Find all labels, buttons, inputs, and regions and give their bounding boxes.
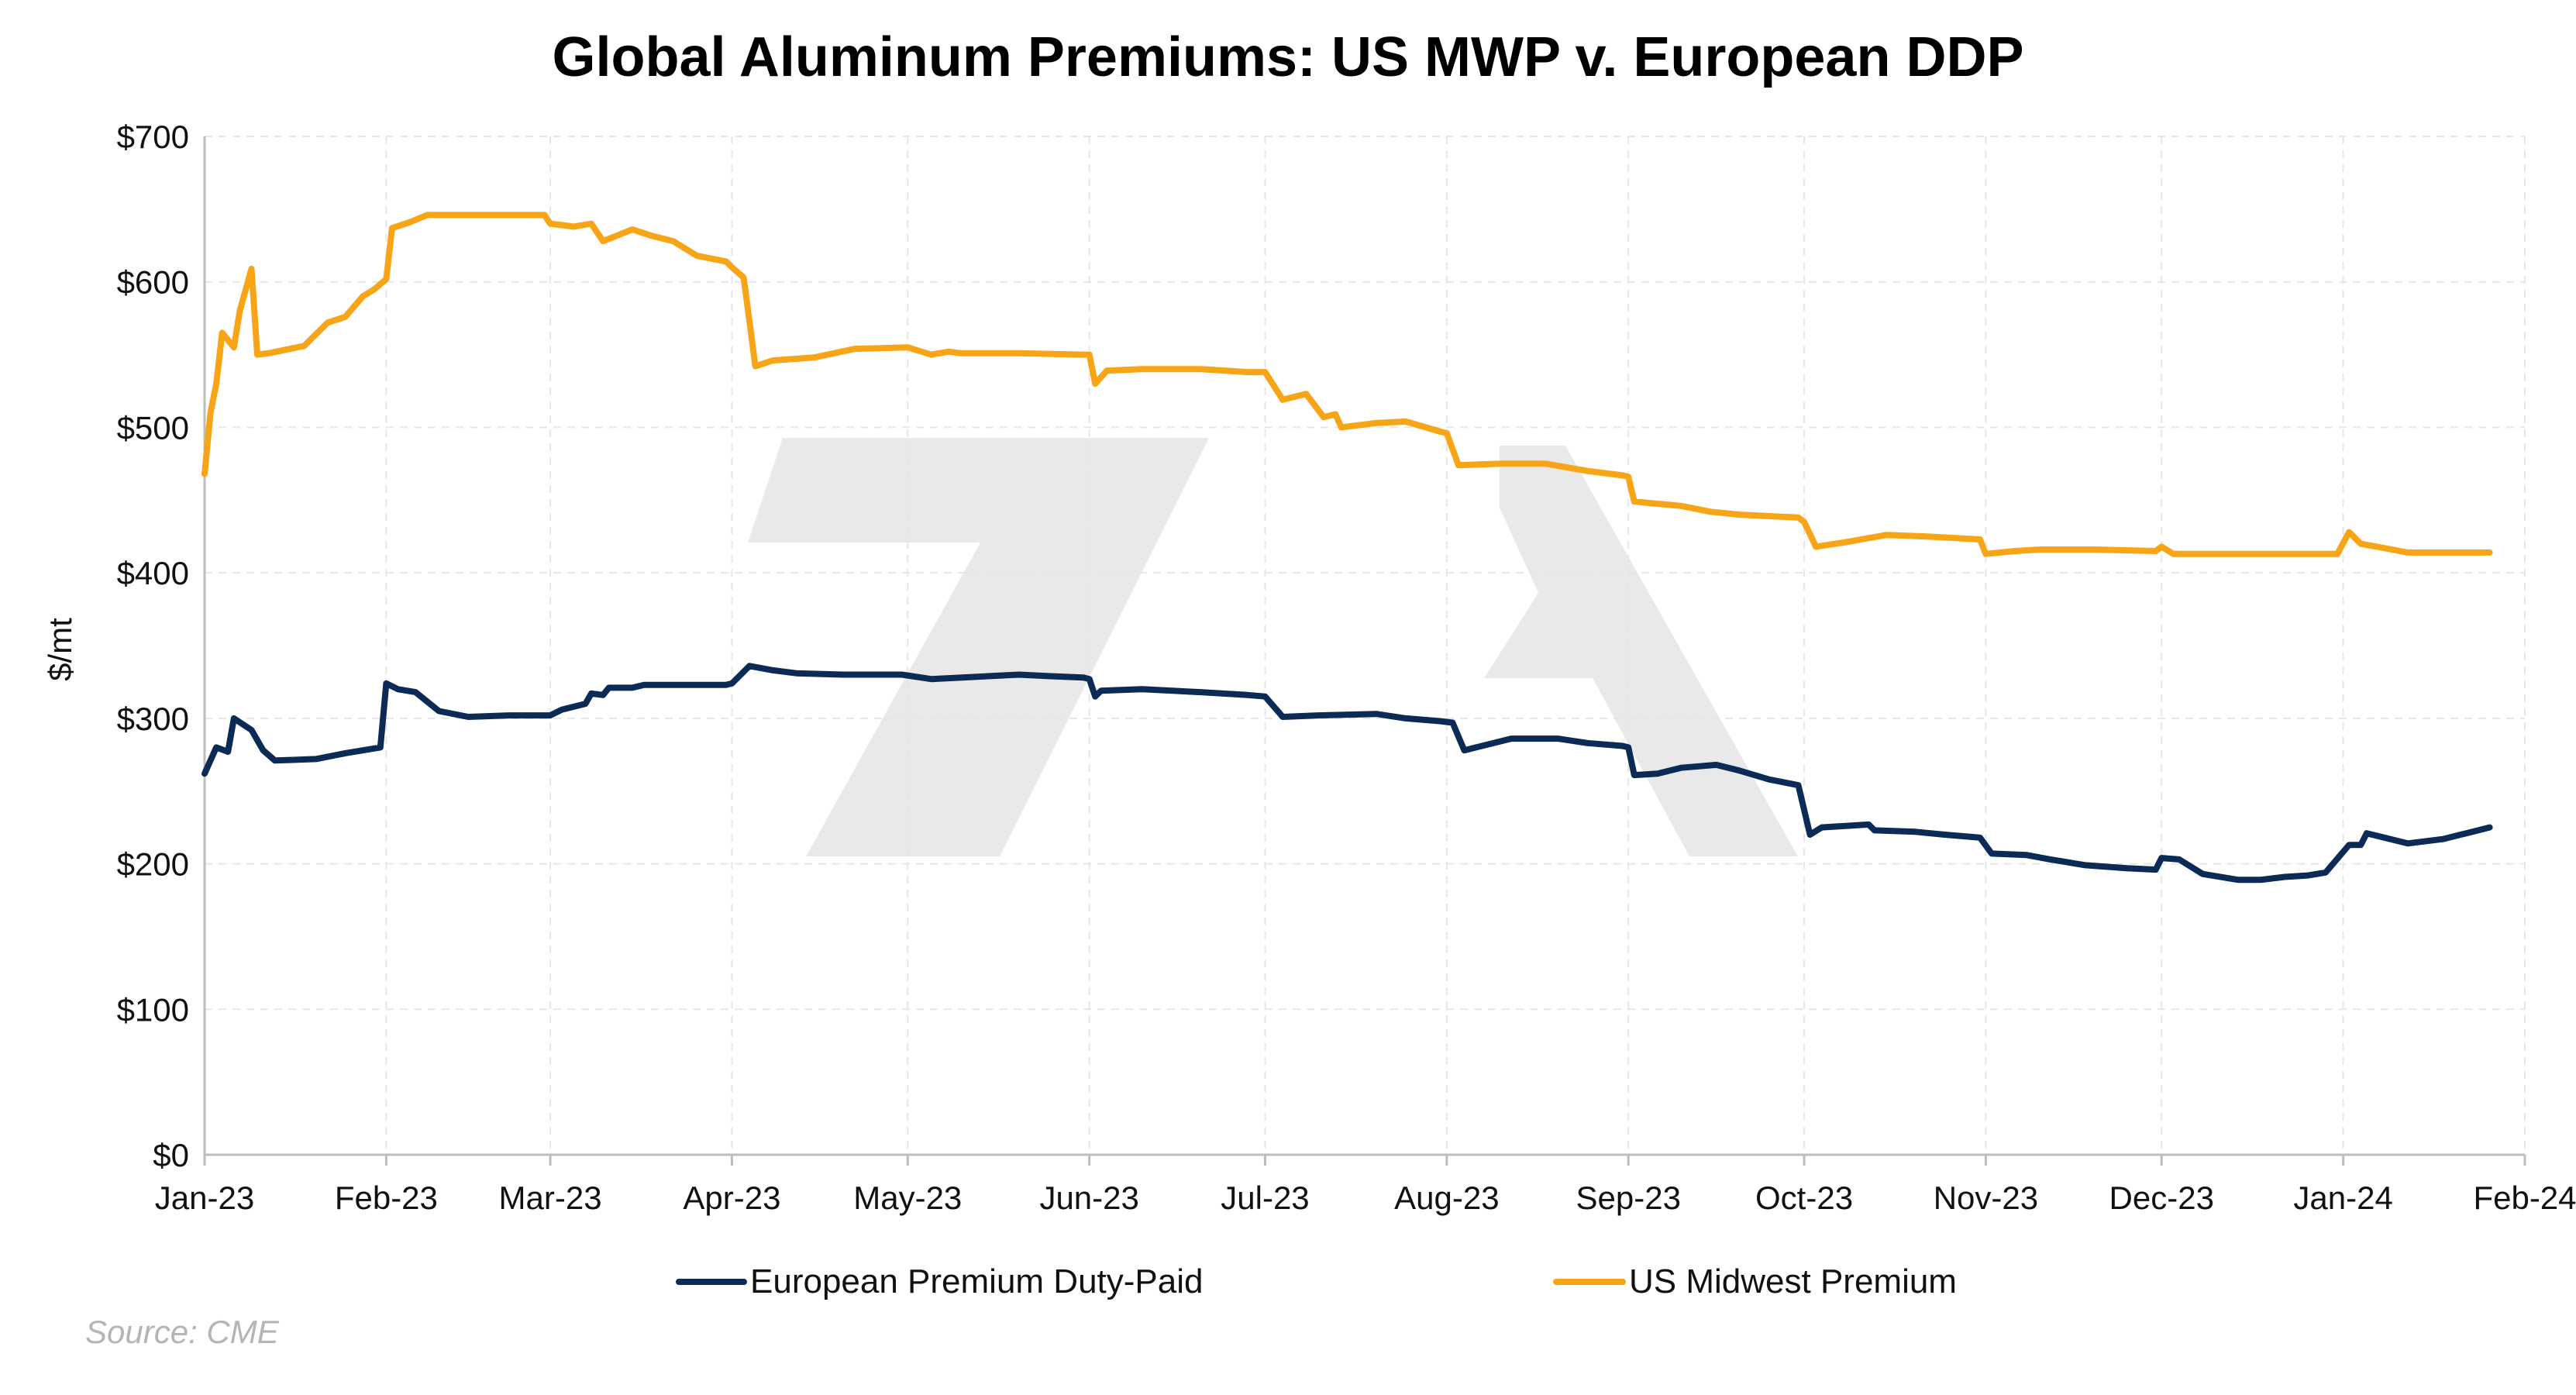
x-tick-label: Sep-23	[1576, 1180, 1681, 1216]
x-tick-label: Jan-24	[2293, 1180, 2392, 1216]
source-note: Source: CME	[85, 1314, 280, 1350]
watermark-logo	[748, 438, 1798, 856]
series-layer	[201, 212, 2493, 884]
y-tick-label: $500	[117, 409, 189, 446]
series-line-us-midwest	[201, 212, 2493, 557]
x-tick-label: Apr-23	[683, 1180, 780, 1216]
x-tick-label: Oct-23	[1755, 1180, 1853, 1216]
x-tick-label: Jun-23	[1039, 1180, 1138, 1216]
legend: European Premium Duty-Paid US Midwest Pr…	[676, 1262, 1957, 1300]
x-tick-label: Nov-23	[1934, 1180, 2038, 1216]
y-tick-label: $700	[117, 119, 189, 155]
legend-label-european: European Premium Duty-Paid	[750, 1262, 1203, 1300]
y-tick-label: $300	[117, 701, 189, 737]
x-tick-label: Feb-24	[2473, 1180, 2576, 1216]
x-tick-label: Mar-23	[499, 1180, 602, 1216]
x-tick-label: Jul-23	[1221, 1180, 1309, 1216]
y-tick-label: $400	[117, 555, 189, 591]
series-line-european	[201, 663, 2493, 884]
x-tick-label: May-23	[853, 1180, 962, 1216]
y-axis-label: $/mt	[42, 618, 78, 681]
y-tick-label: $200	[117, 846, 189, 883]
x-tick-label: Dec-23	[2109, 1180, 2214, 1216]
y-tick-label: $100	[117, 991, 189, 1028]
x-tick-labels: Jan-23 Feb-23 Mar-23 Apr-23 May-23 Jun-23 Jul-…	[155, 1180, 2576, 1216]
y-tick-label: $0	[153, 1137, 189, 1173]
grid-layer	[205, 136, 2526, 1155]
axis-layer	[203, 136, 2526, 1166]
chart-title: Global Aluminum Premiums: US MWP v. Euro…	[553, 26, 2024, 88]
legend-label-us-midwest: US Midwest Premium	[1629, 1262, 1957, 1300]
x-tick-label: Jan-23	[155, 1180, 254, 1216]
y-tick-labels: $0 $100 $200 $300 $400 $500 $600 $700	[117, 119, 189, 1173]
x-tick-label: Feb-23	[335, 1180, 438, 1216]
x-tick-label: Aug-23	[1394, 1180, 1499, 1216]
y-tick-label: $600	[117, 264, 189, 301]
